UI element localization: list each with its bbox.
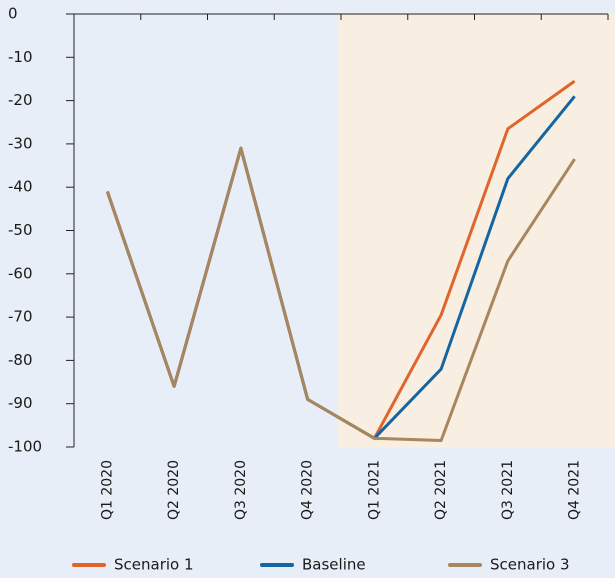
- x-tick-label: Q1 2021: [366, 460, 382, 520]
- legend-label: Scenario 1: [114, 556, 194, 574]
- x-tick-label: Q1 2020: [99, 460, 115, 520]
- forecast-shade: [338, 14, 615, 448]
- legend-label: Baseline: [302, 556, 366, 574]
- y-tick-label: 0: [8, 5, 18, 23]
- y-tick-label: -70: [8, 308, 33, 326]
- y-tick-label: -20: [8, 91, 33, 109]
- y-tick-label: -60: [8, 264, 33, 282]
- x-tick-label: Q4 2021: [567, 460, 583, 520]
- y-tick-label: -80: [8, 351, 33, 369]
- y-tick-label: -100: [8, 438, 42, 456]
- y-tick-label: -40: [8, 178, 33, 196]
- y-tick-label: -10: [8, 48, 33, 66]
- x-tick-label: Q4 2020: [300, 460, 316, 520]
- y-tick-label: -50: [8, 221, 33, 239]
- y-tick-label: -90: [8, 394, 33, 412]
- x-tick-label: Q3 2020: [233, 460, 249, 520]
- y-tick-label: -30: [8, 134, 33, 152]
- x-tick-label: Q2 2021: [433, 460, 449, 520]
- legend-label: Scenario 3: [490, 556, 570, 574]
- series-line: [105, 146, 576, 443]
- x-tick-label: Q3 2021: [500, 460, 516, 520]
- x-tick-label: Q2 2020: [166, 460, 182, 520]
